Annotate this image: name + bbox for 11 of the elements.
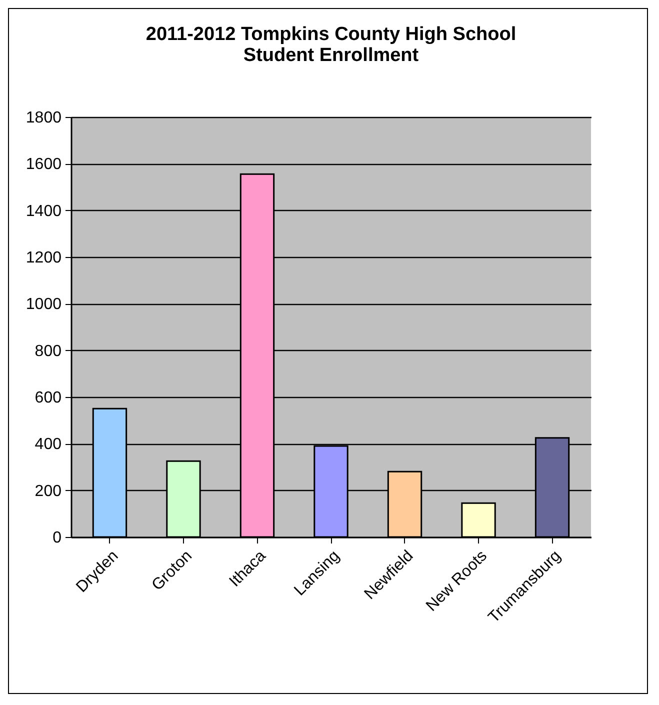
y-tick-label: 1000 <box>26 296 62 314</box>
y-tick-label: 200 <box>34 482 62 500</box>
y-tick-label: 600 <box>34 390 62 406</box>
y-tick-label: 800 <box>34 342 62 360</box>
y-tick-label: 1200 <box>26 250 62 266</box>
y-tick-label: 400 <box>34 436 62 454</box>
y-tick-label: 1600 <box>26 156 62 174</box>
y-tick-label: 0 <box>52 530 62 546</box>
chart-title: 2011-2012 Tompkins County High School Student Enrollment <box>146 24 516 66</box>
y-tick-label: 1800 <box>26 110 62 126</box>
y-tick-label: 1400 <box>26 202 62 220</box>
